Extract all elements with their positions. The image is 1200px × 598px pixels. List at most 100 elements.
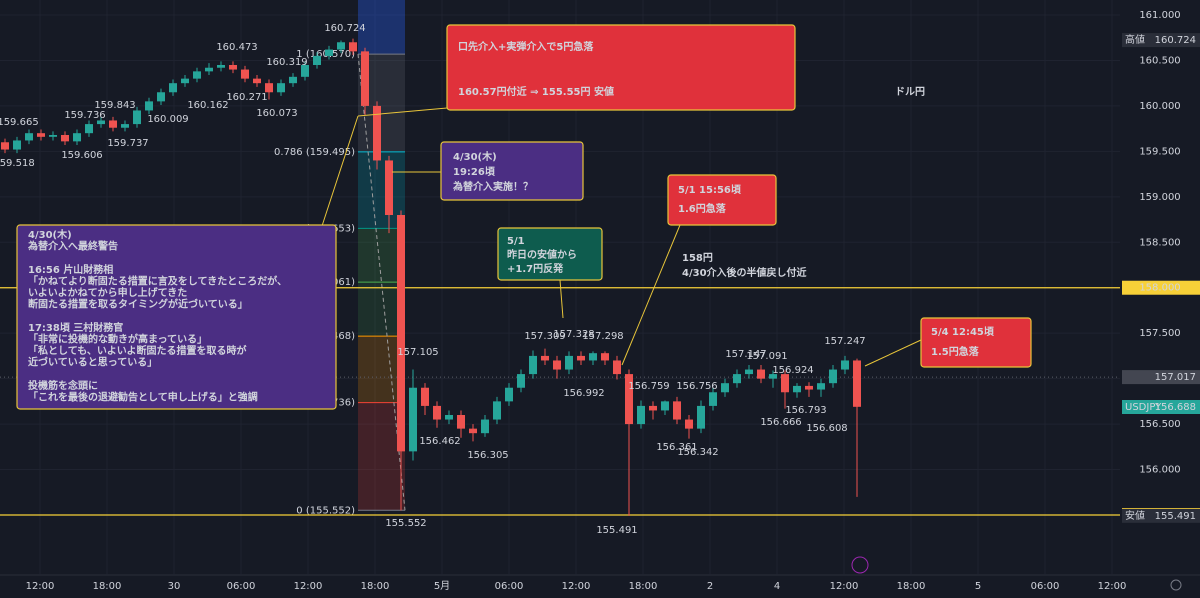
candle-body [841, 360, 849, 370]
warning-text: 「これを最後の退避勧告として申し上げる」と強調 [28, 390, 258, 403]
price-label: 156.756 [676, 381, 717, 392]
candle-body [145, 101, 153, 111]
level-badge [1122, 280, 1200, 295]
x-tick-label: 2 [707, 581, 713, 592]
price-label: 156.462 [419, 436, 460, 447]
price-label: 159.736 [64, 110, 105, 121]
candle-body [373, 105, 381, 161]
annotation-text: 160.57円付近 ⇒ 155.55円 安値 [458, 85, 614, 98]
candle-body [541, 355, 549, 361]
price-label: 156.361 [656, 442, 697, 453]
y-tick-label: 161.000 [1139, 10, 1180, 21]
price-badge [1122, 508, 1200, 523]
price-label: 157.105 [397, 347, 438, 358]
candle-body [745, 369, 753, 375]
level-badge-label: 158.000 [1139, 283, 1180, 294]
candle-body [769, 374, 777, 379]
price-label: 156.666 [760, 417, 801, 428]
intervention-box [440, 141, 584, 201]
candle-body [397, 215, 405, 452]
candle-body [481, 419, 489, 434]
x-tick-label: 12:00 [294, 581, 323, 592]
candle-body [805, 385, 813, 390]
annotation-text: 5/1 15:56頃 [678, 183, 742, 196]
candle-body [193, 71, 201, 79]
candle-body [205, 67, 213, 72]
connector [321, 115, 359, 227]
candle-body [457, 415, 465, 429]
price-badge-name: USDJPY [1125, 402, 1162, 413]
y-tick-label: 157.500 [1139, 328, 1180, 339]
price-badge-name: 安値 [1125, 509, 1145, 522]
x-tick-label: 12:00 [830, 581, 859, 592]
candle-body [637, 405, 645, 425]
candle-body [157, 92, 165, 102]
candle-body [181, 78, 189, 84]
x-tick-label: 4 [774, 581, 780, 592]
y-tick-label: 156.500 [1139, 419, 1180, 430]
price-label: 156.992 [563, 388, 604, 399]
candle-body [301, 65, 309, 77]
price-label: 157.298 [582, 331, 623, 342]
price-label: 160.271 [226, 92, 267, 103]
price-label: 157.309 [524, 331, 565, 342]
candle-body [781, 374, 789, 393]
candle-body [673, 401, 681, 420]
price-label: 159.737 [107, 138, 148, 149]
price-label: 160.162 [187, 100, 228, 111]
warning-box [16, 224, 337, 410]
price-label: 159.665 [0, 117, 39, 128]
price-label: 160.073 [256, 108, 297, 119]
candle-body [385, 160, 393, 215]
annotation-text: 1.6円急落 [678, 202, 727, 215]
candle-body [289, 76, 297, 84]
candle-body [253, 78, 261, 84]
alert-icon[interactable] [851, 556, 869, 574]
price-badge-value: 160.724 [1155, 35, 1196, 46]
candle-body [241, 69, 249, 79]
annotation-text: 4/30(木) [453, 150, 497, 163]
candle-body [265, 83, 273, 93]
x-tick-label: 5月 [434, 580, 450, 592]
warning-text: 「私としても、いよいよ断固たる措置を取る時が [28, 344, 247, 357]
settings-icon[interactable] [1170, 579, 1182, 591]
candle-body [433, 405, 441, 420]
price-label: 155.552 [385, 518, 426, 529]
candle-body [697, 405, 705, 429]
price-label: 156.608 [806, 423, 847, 434]
candle-body [733, 374, 741, 384]
y-tick-label: 159.500 [1139, 146, 1180, 157]
connector [864, 339, 922, 367]
price-badge-value: 156.688 [1155, 402, 1196, 413]
warning-text: 「非常に投機的な動きが高まっている」 [28, 332, 207, 345]
price-label: 159.843 [94, 100, 135, 111]
x-tick-label: 18:00 [93, 581, 122, 592]
candle-body [169, 83, 177, 93]
candle-body [61, 135, 69, 142]
x-tick-label: 18:00 [361, 581, 390, 592]
candle-body [757, 369, 765, 379]
connector [357, 107, 448, 117]
candle-body [625, 374, 633, 425]
annotation-text: 為替介入実施！？ [452, 180, 533, 193]
warning-text: いよいよかねてから申し上げてきた [28, 286, 187, 299]
candle-body [133, 110, 141, 125]
candle-body [853, 360, 861, 407]
candle-body [721, 383, 729, 393]
candle-body [37, 133, 45, 137]
warning-text: 為替介入へ最終警告 [27, 240, 118, 253]
price-label: 160.473 [216, 42, 257, 53]
candle-body [109, 120, 117, 128]
candle-body [409, 387, 417, 452]
price-label: 160.724 [324, 23, 365, 34]
connector [559, 279, 564, 319]
warning-text: 近づいていると思っている」 [28, 356, 157, 369]
candle-body [565, 355, 573, 370]
candle-body [517, 374, 525, 388]
candle-body [85, 124, 93, 134]
candle-body [325, 49, 333, 56]
price-badge [1122, 370, 1200, 385]
candle-body [277, 83, 285, 93]
candle-body [229, 65, 237, 70]
